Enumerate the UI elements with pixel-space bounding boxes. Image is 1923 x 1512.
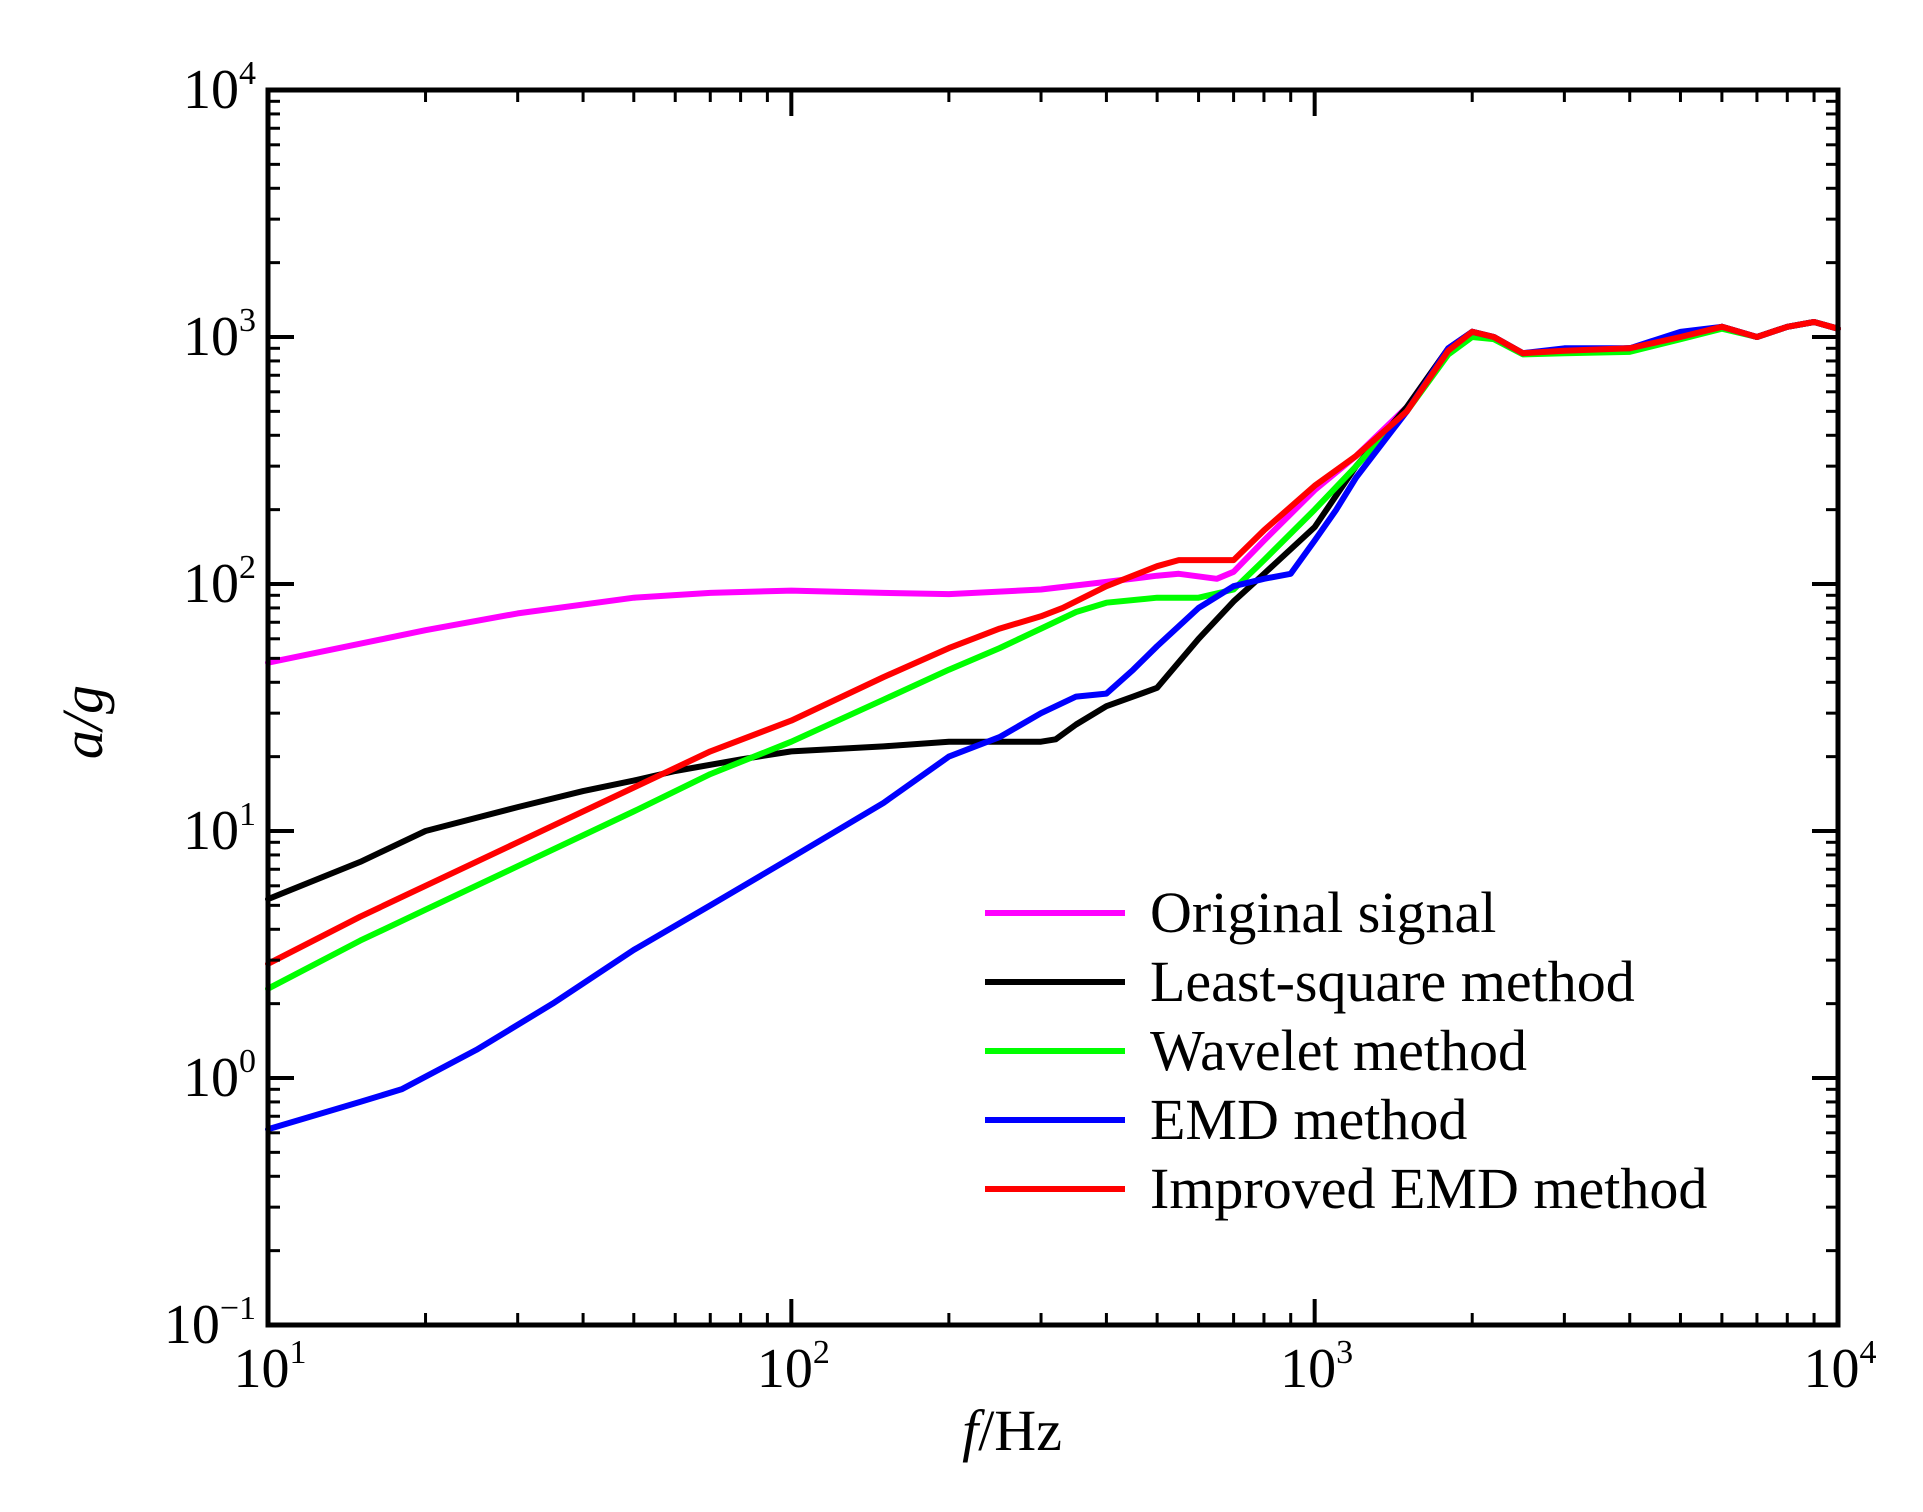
x-tick-label-exponent: 1 [290, 1334, 307, 1371]
y-tick-label-exponent: 4 [239, 55, 256, 92]
ticks-layer [266, 88, 1840, 1327]
legend-label-4: Improved EMD method [1150, 1156, 1707, 1221]
x-tick-label-base: 10 [1804, 1338, 1860, 1400]
y-tick-label-base: 10 [183, 800, 239, 862]
x-tick-label-exponent: 3 [1336, 1334, 1353, 1371]
x-tick-label-base: 10 [1280, 1338, 1336, 1400]
y-tick-label-base: 10 [183, 553, 239, 615]
y-tick-label-exponent: 1 [239, 796, 256, 833]
x-tick-label: 102 [757, 1334, 830, 1400]
legend-label-2: Wavelet method [1150, 1018, 1527, 1083]
y-tick-label: 10−1 [164, 1290, 256, 1356]
x-tick-label: 104 [1804, 1334, 1877, 1400]
series-line-2 [265, 319, 1841, 992]
y-tick-label-exponent: 3 [239, 302, 256, 339]
y-axis-label: a/g [50, 685, 115, 759]
plot-frame [265, 87, 1841, 1328]
y-tick-label: 100 [183, 1043, 256, 1109]
y-tick-label-base: 10 [183, 59, 239, 121]
series-line-4 [265, 319, 1841, 967]
y-tick-label-exponent: −1 [220, 1290, 256, 1327]
y-tick-label-base: 10 [183, 306, 239, 368]
y-tick-label: 101 [183, 796, 256, 862]
y-tick-label: 102 [183, 549, 256, 615]
y-tick-label-base: 10 [164, 1294, 220, 1356]
x-tick-label: 103 [1280, 1334, 1353, 1400]
legend-label-0: Original signal [1150, 880, 1496, 945]
x-axis-label: f/Hz [962, 1398, 1062, 1463]
x-tick-label: 101 [234, 1334, 307, 1400]
y-tick-label-base: 10 [183, 1047, 239, 1109]
legend-label-3: EMD method [1150, 1087, 1467, 1152]
x-axis-label-unit: /Hz [978, 1398, 1062, 1463]
legend-label-1: Least-square method [1150, 949, 1635, 1014]
x-tick-label-base: 10 [757, 1338, 813, 1400]
y-tick-label-exponent: 0 [239, 1043, 256, 1080]
series-layer [265, 319, 1841, 1133]
x-tick-label-exponent: 2 [813, 1334, 830, 1371]
y-tick-label-exponent: 2 [239, 549, 256, 586]
y-tick-label: 103 [183, 302, 256, 368]
y-tick-label: 104 [183, 55, 256, 121]
x-tick-label-base: 10 [234, 1338, 290, 1400]
x-tick-label-exponent: 4 [1860, 1334, 1877, 1371]
